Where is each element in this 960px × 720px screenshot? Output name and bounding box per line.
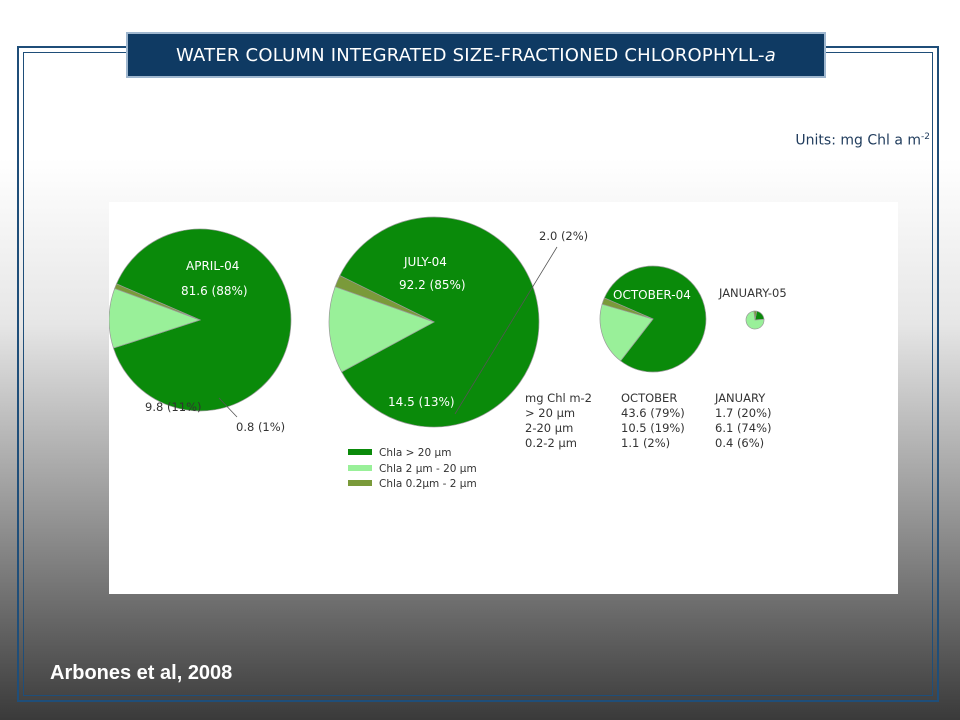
data-table: mg Chl m-2 OCTOBER JANUARY > 20 µm 43.6 …	[525, 391, 771, 450]
april-small-leader	[218, 397, 238, 418]
july-large-label: 92.2 (85%)	[399, 278, 466, 292]
april-slice-large	[113, 228, 292, 412]
table-row-3-label: 0.2-2 µm	[525, 436, 577, 450]
july-small-label: 2.0 (2%)	[539, 229, 588, 243]
table-row-2-label: 2-20 µm	[525, 421, 573, 435]
table-row-2-january: 6.1 (74%)	[715, 421, 771, 435]
slide-title-italic: a	[764, 44, 776, 66]
pie-charts-svg: APRIL-04 81.6 (88%) 9.8 (11%) 0.8 (1%) J…	[109, 216, 787, 490]
table-header-january: JANUARY	[714, 391, 766, 405]
slide-title-text: WATER COLUMN INTEGRATED SIZE-FRACTIONED …	[176, 44, 765, 66]
units-label: Units: mg Chl a m-2	[795, 132, 930, 149]
july-medium-label: 14.5 (13%)	[388, 395, 455, 409]
table-row-1-label: > 20 µm	[525, 406, 575, 420]
january-slice-small	[753, 310, 758, 321]
january-title: JANUARY-05	[718, 286, 787, 300]
july-slice-large	[339, 216, 540, 428]
april-slice-small	[114, 283, 201, 321]
july-small-leader	[454, 246, 558, 415]
table-row-3-january: 0.4 (6%)	[715, 436, 764, 450]
units-text: Units: mg Chl a m	[795, 132, 922, 149]
chart-panel: APRIL-04 81.6 (88%) 9.8 (11%) 0.8 (1%) J…	[109, 202, 898, 594]
july-slice-medium	[328, 286, 435, 373]
legend-swatch-small	[348, 480, 372, 486]
table-row-3-october: 1.1 (2%)	[621, 436, 670, 450]
table-row-1-october: 43.6 (79%)	[621, 406, 685, 420]
october-slice-small	[601, 297, 654, 320]
table-row-1-january: 1.7 (20%)	[715, 406, 771, 420]
table-header-unit: mg Chl m-2	[525, 391, 592, 405]
july-title: JULY-04	[403, 255, 447, 269]
october-slice-medium	[599, 303, 654, 362]
pies-layer	[109, 216, 765, 428]
july-slice-small	[334, 275, 435, 323]
table-header-october: OCTOBER	[621, 391, 677, 405]
legend-label-medium: Chla 2 µm - 20 µm	[379, 463, 477, 475]
legend-swatch-large	[348, 449, 372, 455]
april-medium-label: 9.8 (11%)	[145, 400, 201, 414]
legend-label-large: Chla > 20 µm	[379, 447, 451, 459]
legend: Chla > 20 µm Chla 2 µm - 20 µm Chla 0.2µ…	[348, 447, 477, 490]
table-row-2-october: 10.5 (19%)	[621, 421, 685, 435]
april-small-label: 0.8 (1%)	[236, 420, 285, 434]
october-slice-large	[603, 265, 707, 373]
slide-title: WATER COLUMN INTEGRATED SIZE-FRACTIONED …	[126, 32, 826, 78]
april-title: APRIL-04	[186, 259, 239, 273]
legend-swatch-medium	[348, 465, 372, 471]
october-title: OCTOBER-04	[613, 288, 691, 302]
units-superscript: -2	[921, 132, 930, 142]
april-large-label: 81.6 (88%)	[181, 284, 248, 298]
legend-label-small: Chla 0.2µm - 2 µm	[379, 478, 477, 490]
citation: Arbones et al, 2008	[50, 662, 233, 684]
